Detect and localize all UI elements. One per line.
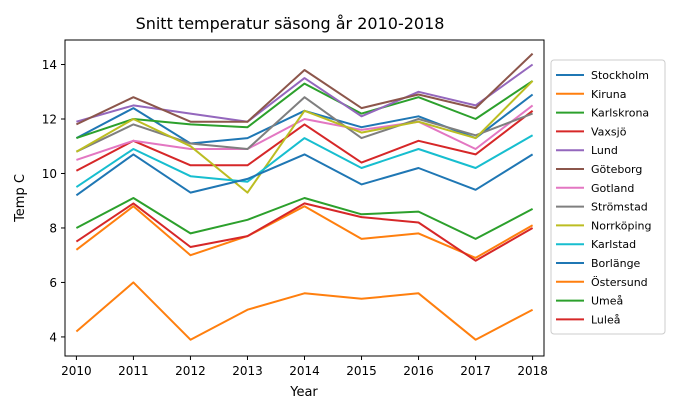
series-line — [75, 52, 534, 126]
series-line — [75, 205, 534, 259]
legend-label: Karlskrona — [591, 107, 649, 120]
y-tick-label: 12 — [42, 113, 57, 127]
series-line — [76, 104, 534, 161]
x-tick-label: 2015 — [346, 364, 377, 378]
legend-label: Gotland — [591, 182, 634, 195]
series-lines — [75, 52, 534, 341]
y-tick-label: 8 — [49, 221, 57, 235]
y-tick-label: 4 — [49, 330, 57, 344]
legend-label: Luleå — [591, 313, 620, 326]
series-line — [76, 80, 534, 140]
y-axis-label: Temp C — [13, 174, 28, 223]
legend-label: Kiruna — [591, 88, 626, 101]
legend-label: Östersund — [591, 276, 648, 289]
x-axis: 2010 2011 2012 2013 2014 2015 2016 2017 2018 — [61, 356, 548, 378]
x-tick-label: 2017 — [460, 364, 491, 378]
legend-label: Borlänge — [591, 257, 641, 270]
legend-label: Umeå — [591, 295, 623, 308]
chart-title: Snitt temperatur säsong år 2010-2018 — [136, 14, 445, 33]
x-tick-label: 2011 — [118, 364, 149, 378]
series-line — [75, 110, 534, 172]
x-tick-label: 2016 — [403, 364, 434, 378]
y-tick-label: 10 — [42, 167, 57, 181]
legend-label: Strömstad — [591, 201, 648, 214]
x-tick-label: 2013 — [232, 364, 263, 378]
series-line — [75, 202, 534, 262]
x-tick-label: 2012 — [175, 364, 206, 378]
series-line — [75, 134, 534, 188]
legend: Stockholm Kiruna Karlskrona Vaxsjö Lund Göteb… — [550, 59, 666, 335]
series-line — [75, 80, 534, 194]
legend-label: Stockholm — [591, 69, 649, 82]
series-line — [75, 96, 533, 153]
legend-label: Göteborg — [591, 163, 642, 176]
series-line — [75, 153, 534, 197]
y-axis: 4 6 8 10 12 14 — [42, 58, 65, 344]
legend-label: Norrköping — [591, 219, 652, 232]
x-axis-label: Year — [289, 385, 318, 400]
x-tick-label: 2010 — [61, 364, 92, 378]
legend-label: Vaxsjö — [591, 125, 627, 138]
legend-frame — [550, 59, 666, 335]
y-tick-label: 6 — [49, 276, 57, 290]
legend-label: Karlstad — [591, 238, 636, 251]
series-line — [76, 63, 534, 123]
series-line — [75, 197, 534, 240]
x-tick-label: 2018 — [517, 364, 548, 378]
series-line — [75, 281, 534, 341]
y-tick-label: 14 — [42, 58, 57, 72]
x-tick-label: 2014 — [289, 364, 320, 378]
legend-items: Stockholm Kiruna Karlskrona Vaxsjö Lund Göteb… — [556, 69, 652, 326]
legend-label: Lund — [591, 144, 618, 157]
